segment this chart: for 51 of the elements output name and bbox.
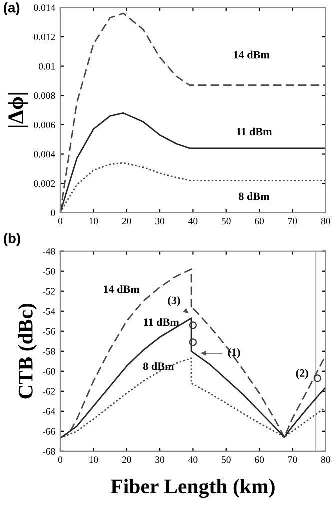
y-tick-label: 0.01: [38, 63, 56, 70]
y-tick-label: 0.006: [34, 122, 56, 128]
x-tick-label: 20: [122, 218, 132, 225]
y-tick-label: -48: [43, 248, 56, 255]
x-tick-label: 10: [90, 456, 98, 464]
x-tick-label: 40: [188, 218, 198, 225]
x-tick-label: 40: [188, 456, 198, 464]
series-label: 8 dBm: [239, 192, 270, 200]
annotation: (3): [168, 296, 180, 307]
y-tick-label: 0.002: [34, 180, 56, 188]
x-tick-label: 80: [321, 456, 330, 464]
y-tick-label: -58: [43, 348, 56, 355]
y-tick-label: -52: [43, 288, 56, 295]
series-label: 11 dBm: [237, 128, 272, 136]
y-tick-label: -60: [43, 368, 56, 375]
chart-title: (a): [4, 2, 20, 16]
annotation: (2): [296, 369, 308, 380]
x-tick-label: 50: [222, 218, 231, 225]
y-tick-label: 0: [51, 210, 56, 216]
y-tick-label: 0.014: [34, 4, 56, 12]
text: 14 dBm: [234, 50, 270, 59]
annotation: (1): [228, 348, 240, 358]
y-tick-label: -64: [43, 408, 56, 415]
x-tick-label: 60: [255, 218, 264, 225]
x-tick-label: 70: [288, 456, 298, 464]
series-label: 11 dBm: [144, 318, 180, 326]
x-axis-title: Fiber Length (km): [110, 479, 275, 498]
x-tick-label: 70: [288, 218, 298, 225]
x-tick-label: 30: [156, 218, 165, 225]
series-label: 8 dBm: [143, 362, 174, 370]
x-tick-label: 10: [90, 218, 98, 225]
y-tick-label: -66: [43, 428, 56, 435]
y-tick-label: 0.008: [34, 92, 56, 100]
x-tick-label: 50: [222, 456, 231, 464]
chart-title: (b): [4, 233, 20, 246]
series-label: 14 dBm: [104, 285, 140, 294]
x-tick-label: 60: [255, 456, 264, 464]
x-tick-label: 0: [58, 456, 63, 464]
y-axis-title: |Δϕ|: [8, 93, 28, 128]
y-tick-label: 0.012: [34, 34, 56, 41]
y-tick-label: -56: [43, 328, 56, 335]
y-axis-title: CTB (dBc): [18, 304, 38, 399]
y-tick-label: -50: [43, 268, 56, 275]
y-tick-label: 0.004: [34, 151, 56, 158]
x-tick-label: 30: [156, 456, 165, 464]
x-tick-label: 20: [122, 456, 132, 464]
x-tick-label: 0: [58, 218, 63, 225]
y-tick-label: -54: [43, 308, 56, 315]
x-tick-label: 80: [321, 218, 330, 225]
y-tick-label: -68: [43, 448, 56, 455]
y-tick-label: -62: [43, 388, 56, 395]
